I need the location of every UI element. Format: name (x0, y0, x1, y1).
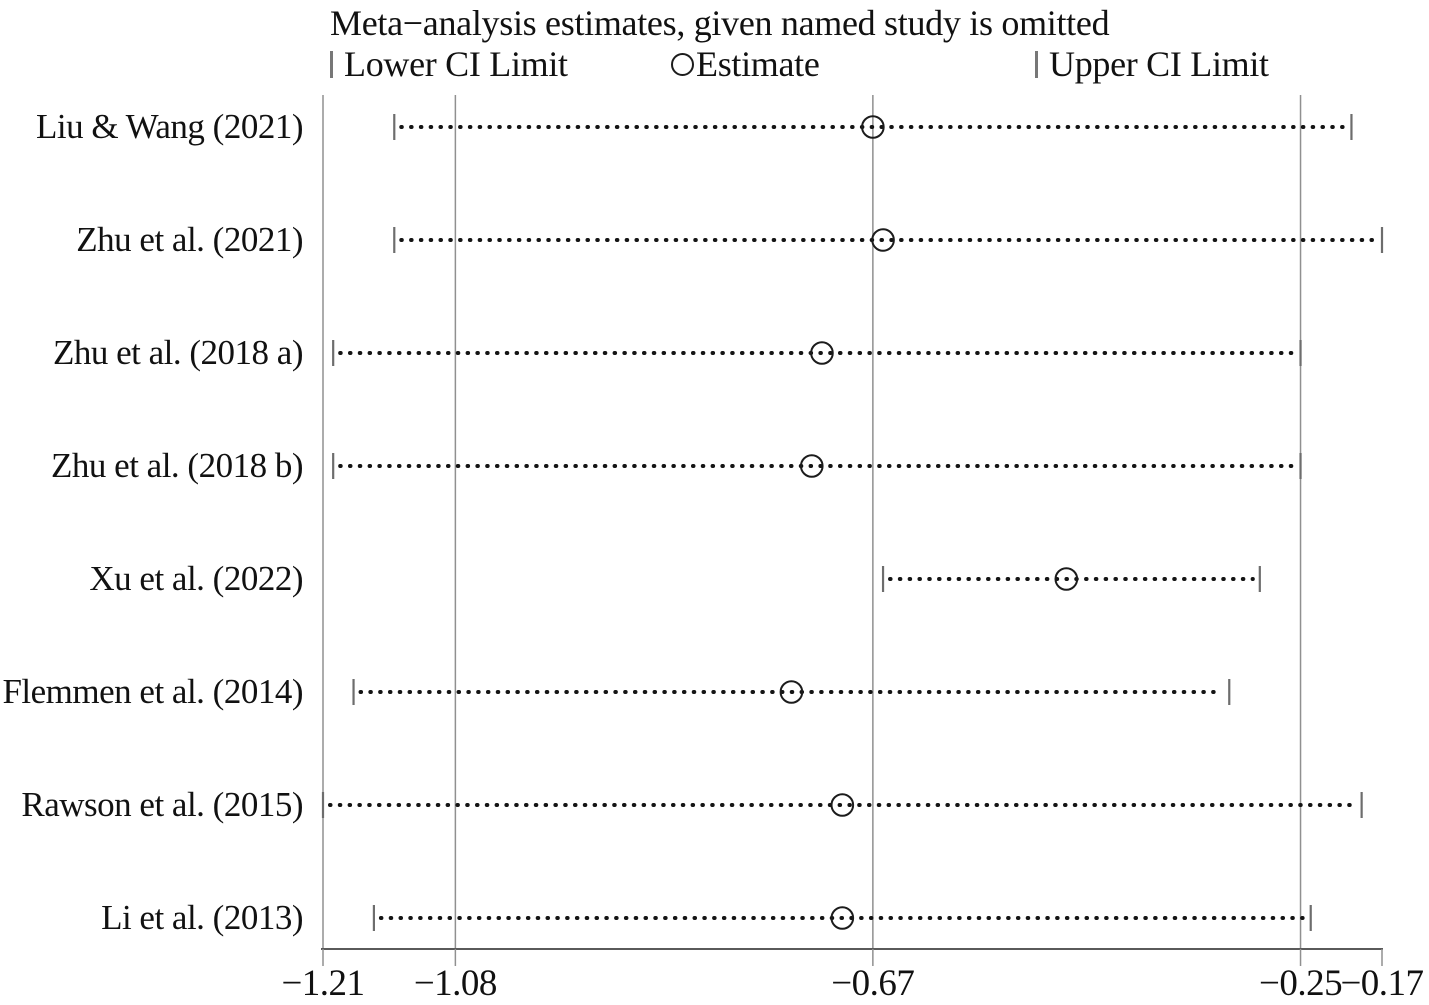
x-tick-label: −0.17 (1340, 963, 1424, 1004)
legend-estimate-label: Estimate (696, 44, 820, 84)
x-tick-label: −1.08 (413, 963, 498, 1004)
legend-item-lower-ci: Lower CI Limit (330, 42, 570, 88)
x-tick-label: −1.21 (281, 963, 365, 1004)
legend-upper-ci-label: Upper CI Limit (1049, 44, 1269, 84)
plot-title: Meta−analysis estimates, given named stu… (330, 3, 1110, 43)
legend-item-upper-ci: Upper CI Limit (1035, 42, 1275, 88)
estimate-marker (861, 115, 885, 139)
study-label: Zhu et al. (2021) (76, 220, 303, 259)
x-tick-label: −0.67 (831, 963, 915, 1004)
study-label: Zhu et al. (2018 a) (53, 333, 304, 372)
estimate-marker (830, 906, 855, 930)
estimate-circle-icon (671, 53, 694, 76)
study-label: Zhu et al. (2018 b) (51, 446, 303, 485)
estimate-marker (779, 680, 804, 704)
legend: Lower CI Limit Estimate Upper CI Limit (0, 42, 1429, 88)
study-label: Liu & Wang (2021) (35, 107, 304, 146)
legend-lower-ci-label: Lower CI Limit (344, 44, 568, 84)
lower-ci-tick-icon (330, 51, 333, 78)
study-label: Li et al. (2013) (101, 898, 303, 937)
study-label: Xu et al. (2022) (89, 559, 303, 598)
x-tick-label: −0.25 (1258, 963, 1343, 1004)
study-label: Flemmen et al. (2014) (2, 672, 303, 711)
estimate-marker (1054, 567, 1079, 591)
estimate-marker (799, 454, 824, 478)
legend-item-estimate: Estimate (671, 42, 831, 88)
estimate-marker (830, 793, 855, 817)
estimate-marker (871, 228, 895, 252)
estimate-marker (810, 341, 834, 365)
upper-ci-tick-icon (1035, 51, 1038, 78)
study-label: Rawson et al. (2015) (21, 785, 303, 824)
